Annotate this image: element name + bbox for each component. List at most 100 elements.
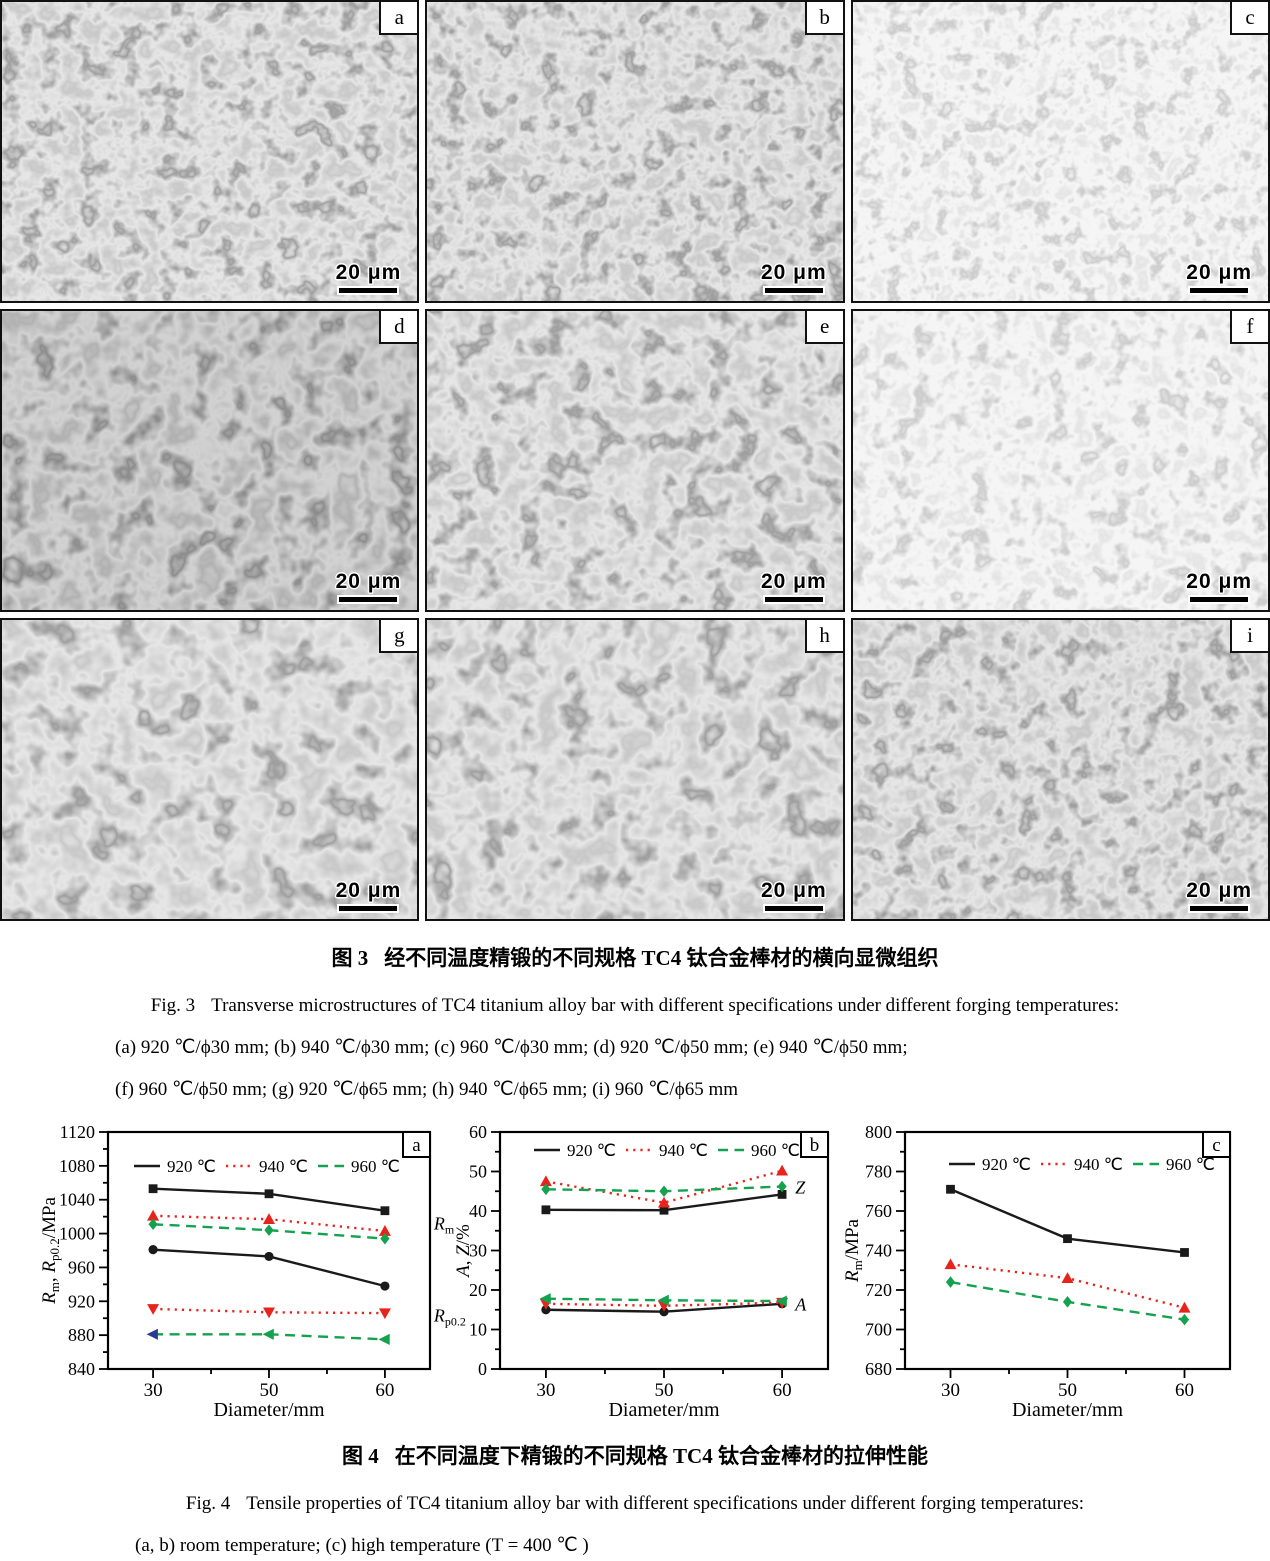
scale-bar-label: 20 μm	[1186, 261, 1252, 284]
scale-bar-line	[339, 597, 398, 602]
micrograph-panel-g: g 20 μm	[0, 618, 420, 921]
svg-text:50: 50	[655, 1380, 674, 1401]
figure4-charts: 840 880 920 960 1000 1040 1080 1120 30 50 60 Diamet…	[0, 1119, 1270, 1421]
series-920 ℃-Z	[541, 1190, 787, 1215]
scale-bar: 20 μm	[336, 570, 402, 602]
svg-text:50: 50	[1058, 1380, 1077, 1401]
panel-letter-box: a	[402, 1131, 431, 1158]
y-axis-label: A, Z/%	[453, 1224, 474, 1279]
scale-bar-label: 20 μm	[760, 570, 827, 593]
chart-panel-b: 0 10 20 30 40 50 60 30 50 60 Diameter/mm A, Z/% 920 …	[453, 1119, 845, 1421]
series-940 ℃-Rm	[944, 1258, 1191, 1313]
micrograph-panel-f: f 20 μm	[850, 309, 1270, 612]
svg-text:940 ℃: 940 ℃	[1074, 1155, 1123, 1174]
svg-text:680: 680	[865, 1359, 892, 1379]
scale-bar-label: 20 μm	[760, 261, 827, 284]
svg-text:30: 30	[469, 1241, 487, 1261]
y-axis: 680 700 720 740 760 780 800	[865, 1122, 905, 1379]
series-920 ℃-Rm	[148, 1184, 390, 1216]
series-920 ℃-Rp0.2	[148, 1245, 390, 1291]
svg-text:960 ℃: 960 ℃	[1166, 1155, 1215, 1174]
series-annotation: Z	[795, 1177, 806, 1197]
panel-label: a	[379, 2, 418, 35]
scale-bar-line	[339, 288, 398, 293]
svg-text:30: 30	[144, 1380, 163, 1401]
chart-svg-a: 840 880 920 960 1000 1040 1080 1120 30 50 60 Diamet…	[39, 1122, 466, 1421]
scale-bar-line	[1190, 906, 1249, 911]
svg-text:60: 60	[773, 1380, 792, 1401]
micrograph-panel-b: b 20 μm	[425, 0, 845, 303]
svg-text:800: 800	[865, 1122, 892, 1142]
svg-text:940 ℃: 940 ℃	[659, 1141, 708, 1160]
micrograph-panel-a: a 20 μm	[0, 0, 420, 303]
scale-bar: 20 μm	[761, 879, 827, 911]
svg-text:30: 30	[536, 1380, 555, 1401]
micrograph-panel-h: h 20 μm	[425, 618, 845, 921]
micrograph-panel-i: i 20 μm	[850, 618, 1270, 921]
legend: 920 ℃ 940 ℃ 960 ℃	[534, 1141, 800, 1160]
svg-text:60: 60	[469, 1122, 487, 1142]
figure3-panel-grid: a 20 μm b 20 μm c 20 μm d 20 μm e	[0, 0, 1270, 921]
series-940 ℃-Z	[539, 1164, 789, 1208]
x-axis: 30 50 60	[144, 1369, 394, 1401]
x-axis: 30 50 60	[536, 1369, 792, 1401]
legend: 920 ℃ 940 ℃ 960 ℃	[134, 1157, 400, 1176]
scale-bar-line	[339, 906, 398, 911]
fig3-caption-zh: 图 3 经不同温度精锻的不同规格 TC4 钛合金棒材的横向显微组织	[0, 941, 1270, 975]
x-axis: 30 50 60	[941, 1369, 1194, 1401]
series-annotation: A	[794, 1295, 807, 1315]
svg-text:940 ℃: 940 ℃	[259, 1157, 308, 1176]
y-axis: 840 880 920 960 1000 1040 1080 1120	[59, 1122, 108, 1379]
scale-bar-label: 20 μm	[335, 879, 402, 902]
micrograph-image	[427, 2, 843, 301]
series-920 ℃-Rm	[946, 1184, 1189, 1257]
series-960 ℃-Z	[541, 1180, 787, 1198]
fig4-caption-conditions: (a, b) room temperature; (c) high temper…	[135, 1535, 589, 1556]
svg-text:1120: 1120	[60, 1122, 95, 1142]
figure3-caption: 图 3 经不同温度精锻的不同规格 TC4 钛合金棒材的横向显微组织 Fig. 3 T…	[0, 941, 1270, 1105]
series-940 ℃-Rm	[147, 1209, 391, 1236]
x-axis-label: Diameter/mm	[1012, 1399, 1124, 1421]
scale-bar-label: 20 μm	[1186, 879, 1252, 902]
panel-label: h	[804, 620, 843, 653]
micrograph-image	[852, 311, 1268, 610]
svg-text:960 ℃: 960 ℃	[751, 1141, 800, 1160]
fig3-zh-text: 经不同温度精锻的不同规格 TC4 钛合金棒材的横向显微组织	[384, 946, 939, 970]
svg-text:920 ℃: 920 ℃	[167, 1157, 216, 1176]
series-annotation: Rp0.2	[433, 1306, 466, 1329]
panel-label: i	[1230, 620, 1268, 653]
svg-text:60: 60	[1175, 1380, 1194, 1401]
scale-bar: 20 μm	[336, 261, 402, 293]
series-960 ℃-Rp0.2	[146, 1328, 390, 1345]
legend: 920 ℃ 940 ℃ 960 ℃	[949, 1155, 1215, 1174]
fig4-zh-text: 在不同温度下精锻的不同规格 TC4 钛合金棒材的拉伸性能	[394, 1444, 928, 1468]
fig3-en-text: Transverse microstructures of TC4 titani…	[211, 995, 1120, 1016]
scale-bar: 20 μm	[761, 261, 827, 293]
series-940 ℃-Rp0.2	[147, 1304, 391, 1320]
svg-text:1080: 1080	[59, 1156, 95, 1176]
scale-bar: 20 μm	[1186, 879, 1252, 911]
series-960 ℃-Rm	[148, 1218, 390, 1245]
svg-text:50: 50	[469, 1162, 487, 1182]
panel-label: g	[379, 620, 418, 653]
svg-text:c: c	[1212, 1135, 1220, 1156]
scale-bar: 20 μm	[336, 879, 402, 911]
fig3-caption-conditions-1: (a) 920 ℃/ϕ30 mm; (b) 940 ℃/ϕ30 mm; (c) …	[115, 1037, 908, 1058]
micrograph-image	[852, 2, 1268, 301]
panel-label: b	[804, 2, 843, 35]
fig4-caption-zh: 图 4 在不同温度下精锻的不同规格 TC4 钛合金棒材的拉伸性能	[0, 1439, 1270, 1473]
fig3-caption-en: Fig. 3 Transverse microstructures of TC4 …	[0, 991, 1270, 1021]
fig4-caption-en: Fig. 4 Tensile properties of TC4 titanium…	[0, 1489, 1270, 1519]
chart-svg-c: 680 700 720 740 760 780 800 30 50 60 Diameter/mm Rm…	[842, 1122, 1232, 1421]
svg-text:840: 840	[68, 1359, 95, 1379]
scale-bar-label: 20 μm	[335, 570, 402, 593]
svg-text:10: 10	[469, 1320, 487, 1340]
svg-text:b: b	[810, 1135, 820, 1156]
micrograph-panel-c: c 20 μm	[850, 0, 1270, 303]
svg-text:780: 780	[865, 1162, 892, 1182]
scale-bar-line	[1190, 597, 1249, 602]
svg-text:50: 50	[260, 1380, 279, 1401]
y-axis: 0 10 20 30 40 50 60	[469, 1122, 500, 1379]
svg-text:a: a	[412, 1135, 421, 1156]
svg-text:960: 960	[68, 1257, 95, 1277]
